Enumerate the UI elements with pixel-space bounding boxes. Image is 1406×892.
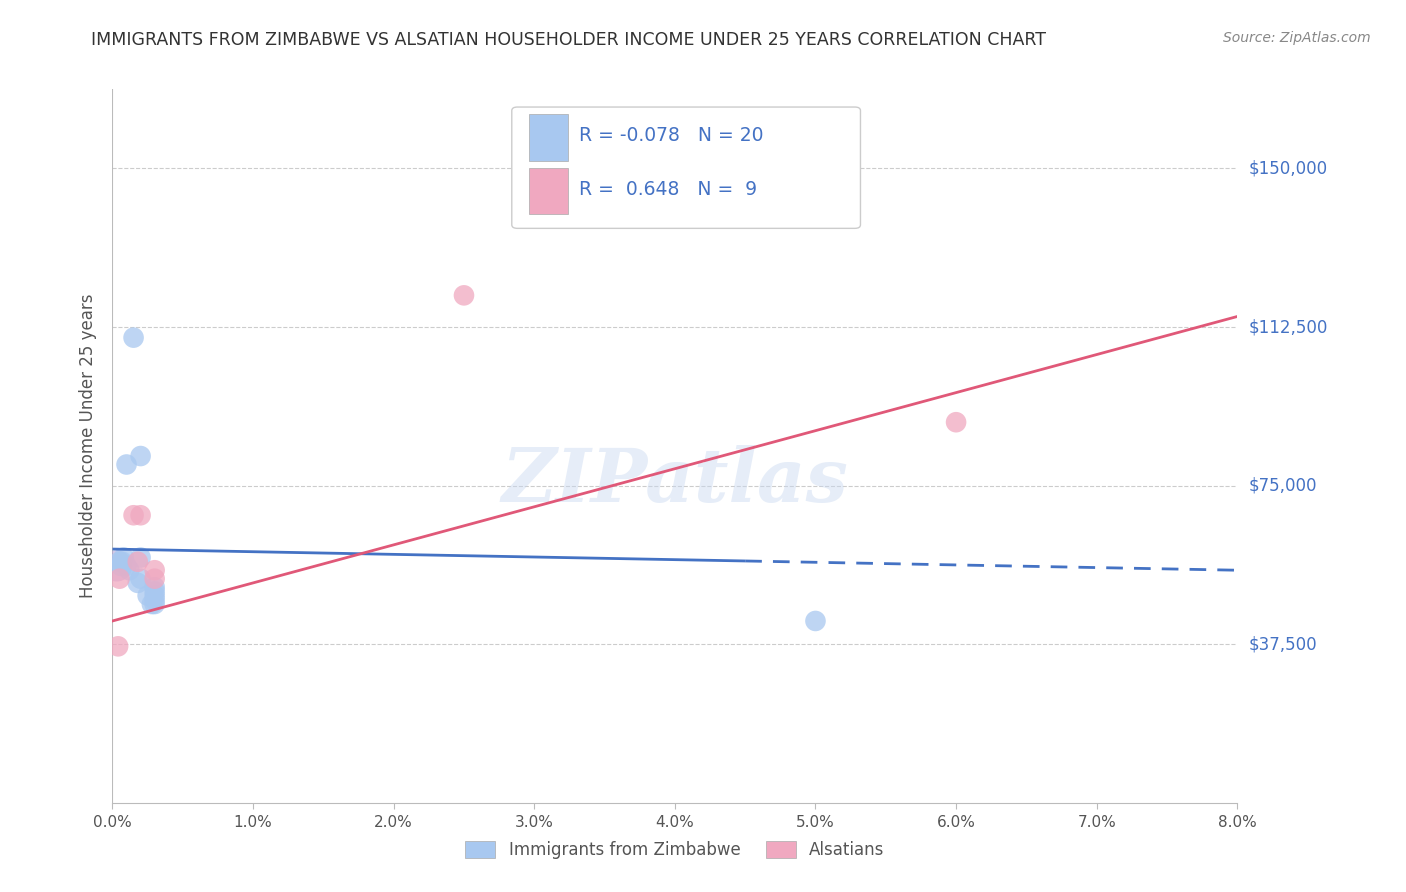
Text: R = -0.078   N = 20: R = -0.078 N = 20: [579, 126, 763, 145]
Text: R =  0.648   N =  9: R = 0.648 N = 9: [579, 179, 758, 199]
Point: [122, 508, 145, 523]
Y-axis label: Householder Income Under 25 years: Householder Income Under 25 years: [79, 293, 97, 599]
Point: [143, 589, 166, 603]
Point: [945, 415, 967, 429]
Point: [129, 449, 152, 463]
Point: [115, 559, 138, 574]
Point: [118, 563, 141, 577]
Text: $112,500: $112,500: [1249, 318, 1327, 336]
Point: [111, 555, 134, 569]
Point: [143, 597, 166, 611]
Point: [804, 614, 827, 628]
Point: [122, 331, 145, 345]
Point: [143, 584, 166, 599]
Bar: [529, 114, 568, 161]
FancyBboxPatch shape: [512, 107, 860, 228]
Point: [107, 640, 129, 654]
Point: [108, 572, 131, 586]
Point: [141, 597, 163, 611]
Point: [115, 458, 138, 472]
Point: [143, 580, 166, 594]
Point: [143, 592, 166, 607]
Point: [129, 550, 152, 565]
Text: $75,000: $75,000: [1249, 476, 1317, 495]
Text: IMMIGRANTS FROM ZIMBABWE VS ALSATIAN HOUSEHOLDER INCOME UNDER 25 YEARS CORRELATI: IMMIGRANTS FROM ZIMBABWE VS ALSATIAN HOU…: [91, 31, 1046, 49]
Legend: Immigrants from Zimbabwe, Alsatians: Immigrants from Zimbabwe, Alsatians: [458, 834, 891, 866]
Point: [136, 589, 159, 603]
Point: [127, 575, 149, 590]
Point: [453, 288, 475, 302]
Point: [108, 555, 131, 569]
Text: $150,000: $150,000: [1249, 160, 1327, 178]
Point: [129, 508, 152, 523]
Point: [129, 572, 152, 586]
Point: [143, 572, 166, 586]
Point: [112, 550, 135, 565]
Bar: [529, 168, 568, 214]
Point: [105, 559, 128, 574]
Point: [127, 555, 149, 569]
Text: ZIPatlas: ZIPatlas: [502, 445, 848, 518]
Point: [110, 559, 132, 574]
Text: Source: ZipAtlas.com: Source: ZipAtlas.com: [1223, 31, 1371, 45]
Point: [143, 563, 166, 577]
Text: $37,500: $37,500: [1249, 635, 1317, 653]
